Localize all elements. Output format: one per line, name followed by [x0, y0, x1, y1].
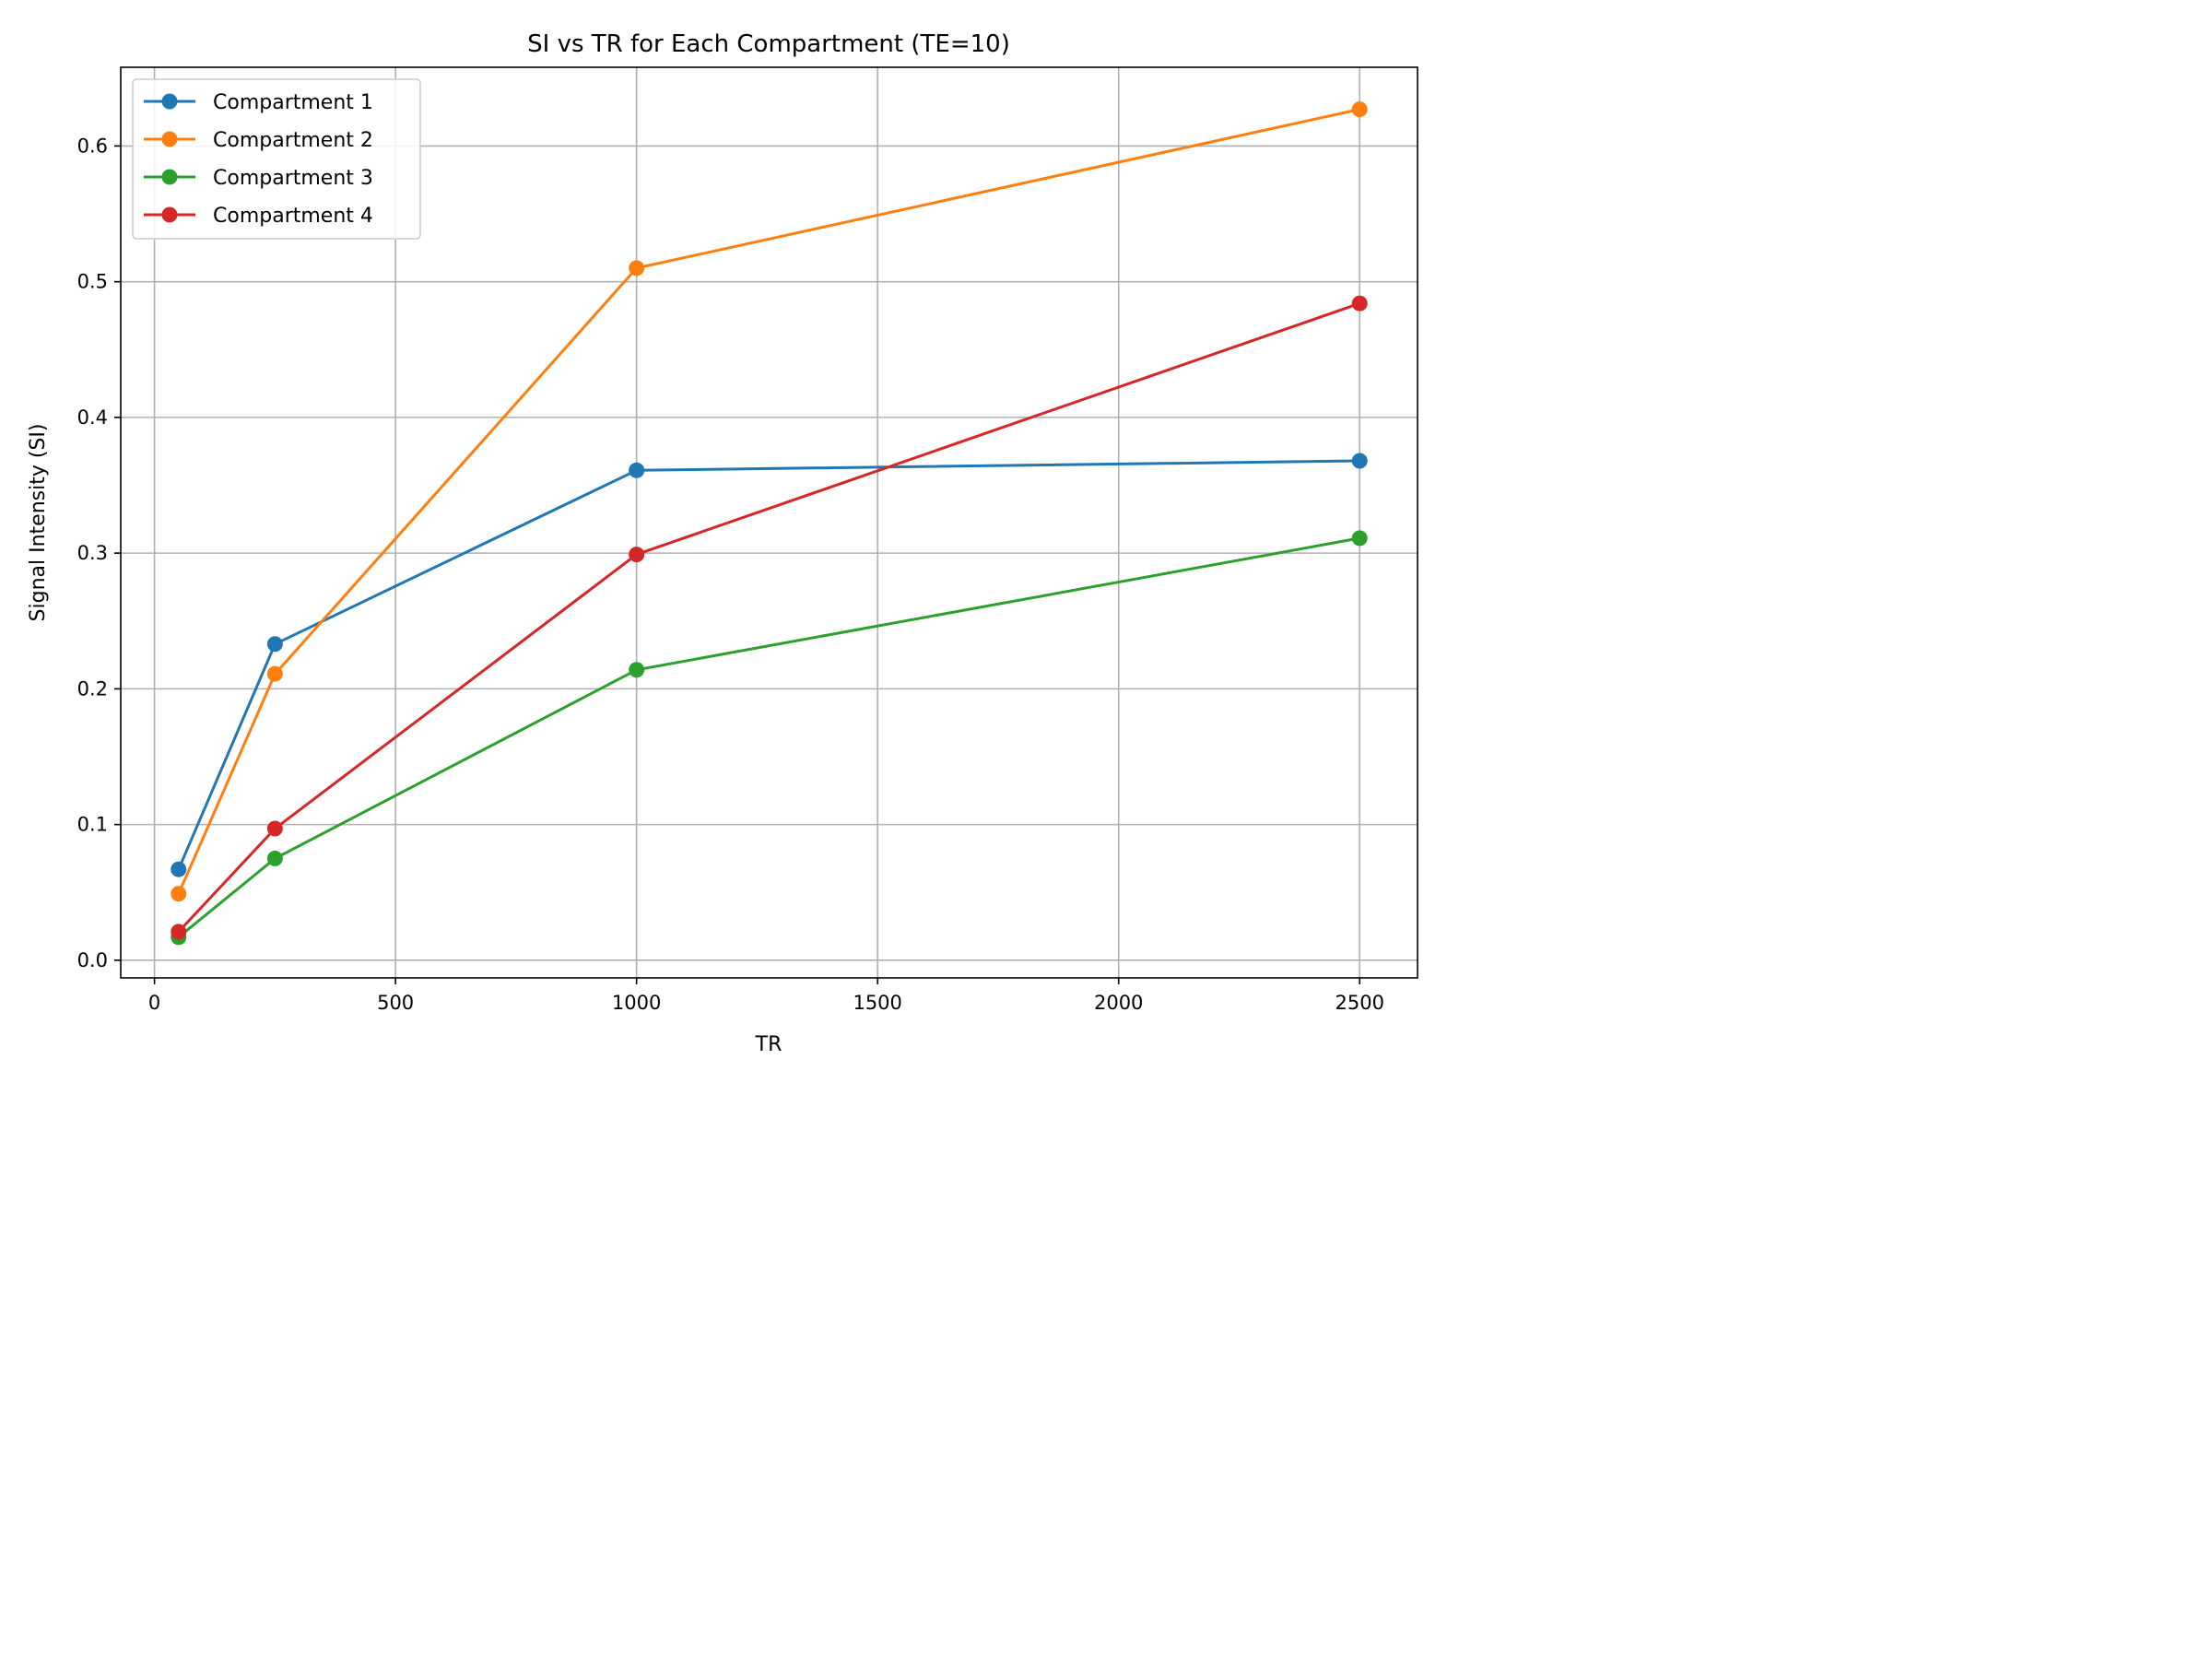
x-axis-label: TR: [755, 1033, 782, 1056]
data-point: [171, 861, 187, 877]
grid: [121, 67, 1418, 978]
legend-item: Compartment 1: [144, 91, 373, 114]
y-tick-label: 0.3: [77, 542, 108, 564]
y-tick-label: 0.0: [77, 949, 108, 971]
data-point: [1351, 101, 1368, 118]
y-tick-label: 0.2: [77, 677, 108, 700]
x-tick-label: 1500: [853, 992, 901, 1014]
chart-title: SI vs TR for Each Compartment (TE=10): [527, 30, 1010, 58]
data-point: [266, 820, 283, 837]
plot-frame: [120, 66, 1418, 979]
data-point: [1351, 295, 1368, 312]
legend-label: Compartment 4: [213, 205, 373, 228]
legend-label: Compartment 2: [213, 129, 373, 152]
y-tick-label: 0.5: [77, 271, 108, 293]
series-line: [177, 301, 1360, 933]
series-line: [177, 459, 1360, 870]
x-axis: 0 500 1000 1500 2000 2500: [148, 978, 1384, 1014]
data-point: [266, 850, 283, 866]
y-tick-label: 0.1: [77, 814, 108, 836]
legend-item: Compartment 3: [144, 167, 373, 190]
data-point: [629, 547, 645, 563]
series-line: [177, 108, 1360, 895]
x-tick-label: 500: [377, 992, 414, 1014]
legend-marker: [161, 169, 178, 185]
x-tick-label: 2000: [1094, 992, 1143, 1014]
legend-marker: [161, 206, 178, 223]
y-axis: 0.0 0.1 0.2 0.3 0.4 0.5 0.6: [77, 135, 121, 971]
x-tick-label: 2500: [1335, 992, 1384, 1014]
data-point: [629, 662, 645, 678]
x-tick-label: 1000: [612, 992, 661, 1014]
data-point: [266, 665, 283, 682]
data-point: [629, 260, 645, 276]
legend-marker: [161, 93, 178, 110]
data-point: [171, 886, 187, 902]
legend-label: Compartment 3: [213, 167, 373, 190]
legend-box: [132, 78, 421, 240]
y-tick-label: 0.4: [77, 406, 108, 429]
legend-item: Compartment 2: [144, 129, 373, 152]
data-point: [629, 462, 645, 478]
series-layer: [171, 101, 1368, 946]
data-point: [266, 636, 283, 653]
y-axis-label: Signal Intensity (SI): [27, 424, 50, 622]
data-point: [1351, 530, 1368, 547]
data-point: [1351, 453, 1368, 469]
series-2: [171, 101, 1368, 902]
x-tick-label: 0: [148, 992, 160, 1014]
series-line: [177, 536, 1360, 938]
series-4: [171, 295, 1368, 940]
y-tick-label: 0.6: [77, 135, 108, 157]
legend-item: Compartment 4: [144, 205, 373, 228]
legend: Compartment 1 Compartment 2 Compartment 3 C…: [132, 78, 421, 240]
legend-label: Compartment 1: [213, 91, 373, 114]
data-point: [171, 924, 187, 940]
chart: SI vs TR for Each Compartment (TE=10) 0 5…: [0, 0, 1438, 1078]
legend-marker: [161, 131, 178, 147]
series-1: [171, 453, 1368, 877]
